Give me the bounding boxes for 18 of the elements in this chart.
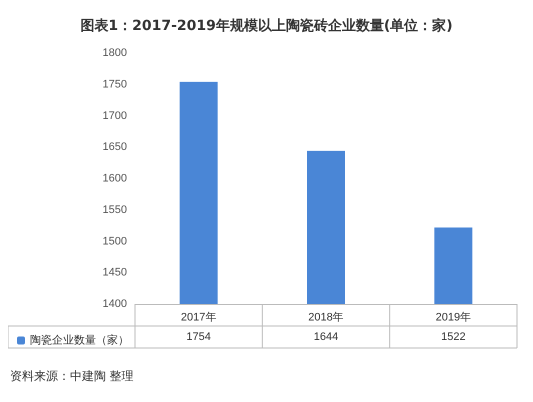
text: 资料来源：中建陶 整理 <box>10 369 134 383</box>
y-tick-label: 1500 <box>102 235 127 248</box>
y-tick-label: 1600 <box>102 172 127 184</box>
y-tick-label: 1800 <box>102 47 127 59</box>
data-label: 1644 <box>314 331 338 343</box>
y-tick-label: 1450 <box>102 266 127 279</box>
y-tick-label: 1400 <box>102 298 127 310</box>
chart-title: 图表1：2017-2019年规模以上陶瓷砖企业数量(单位：家) <box>80 17 453 34</box>
y-tick-label: 1650 <box>102 141 127 154</box>
x-tick-label: 2018年 <box>308 312 344 324</box>
x-tick-label: 2019年 <box>436 312 472 324</box>
y-tick-label: 1700 <box>102 110 127 122</box>
x-tick-label: 2017年 <box>180 312 216 324</box>
legend-label: 陶瓷企业数量（家） <box>30 334 129 346</box>
y-tick-label: 1750 <box>102 78 127 90</box>
data-label: 1522 <box>441 331 466 343</box>
y-tick-label: 1550 <box>102 204 127 216</box>
data-label: 1754 <box>186 331 211 343</box>
